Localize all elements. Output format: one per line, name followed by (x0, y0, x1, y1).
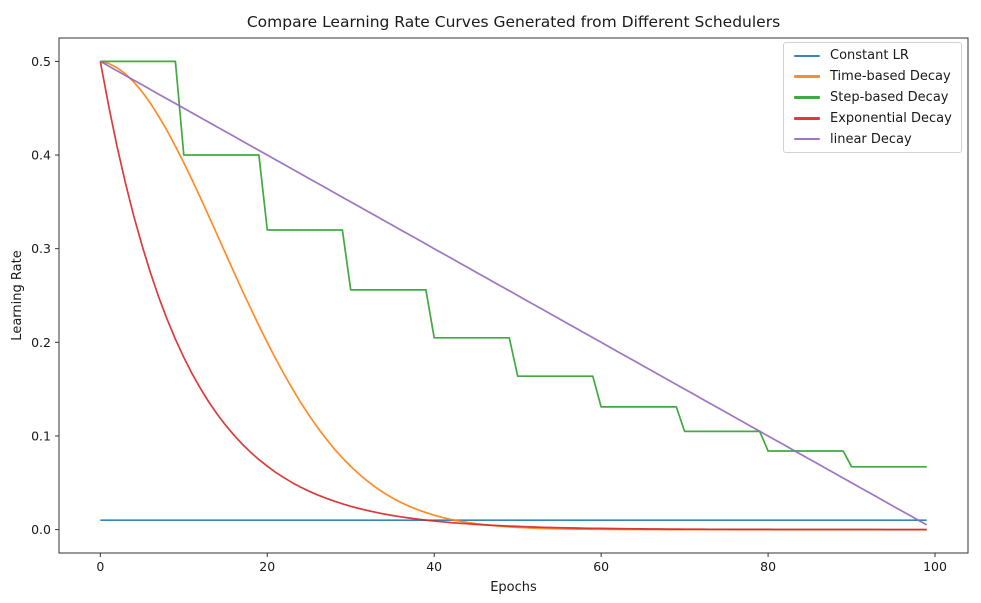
x-tick-label: 80 (760, 559, 776, 574)
legend-item: linear Decay (784, 129, 961, 149)
legend-item: Exponential Decay (784, 108, 961, 128)
y-tick-label: 0.5 (31, 54, 51, 69)
y-tick-label: 0.4 (31, 148, 51, 163)
axes-spines (58, 37, 969, 554)
legend-item: Step-based Decay (784, 87, 961, 107)
legend-label: Step-based Decay (830, 89, 949, 105)
legend-line-swatch (794, 96, 820, 99)
chart-title: Compare Learning Rate Curves Generated f… (247, 13, 780, 31)
legend-label: Exponential Decay (830, 110, 952, 126)
x-tick-label: 0 (96, 559, 104, 574)
x-tick-label: 60 (593, 559, 609, 574)
legend-line-swatch (794, 117, 820, 120)
y-tick-label: 0.3 (31, 241, 51, 256)
x-tick-label: 100 (923, 559, 947, 574)
x-axis-ticks: 0 20 40 60 80 100 (96, 553, 947, 574)
series-line-exponential-decay (99, 61, 927, 531)
legend-line-swatch (794, 54, 820, 58)
legend-item: Time-based Decay (784, 67, 961, 87)
legend-item: Constant LR (784, 46, 961, 66)
x-tick-label: 20 (259, 559, 275, 574)
y-axis-ticks: 0.0 0.1 0.2 0.3 0.4 0.5 (31, 54, 59, 537)
legend-line-swatch (794, 137, 820, 141)
y-tick-label: 0.0 (31, 522, 51, 537)
y-axis-label: Learning Rate (10, 250, 25, 340)
legend-label: Time-based Decay (830, 69, 951, 85)
x-tick-label: 40 (426, 559, 442, 574)
x-axis-label: Epochs (490, 580, 537, 595)
series-line-linear-decay (99, 60, 928, 526)
legend: Constant LR Time-based Decay Step-based De… (783, 42, 962, 153)
series-lines (99, 60, 928, 531)
y-tick-label: 0.2 (31, 335, 51, 350)
y-tick-label: 0.1 (31, 428, 51, 443)
legend-line-swatch (794, 75, 820, 78)
series-line-step-based-decay (100, 60, 927, 468)
legend-label: Constant LR (830, 48, 909, 64)
legend-label: linear Decay (830, 131, 912, 147)
